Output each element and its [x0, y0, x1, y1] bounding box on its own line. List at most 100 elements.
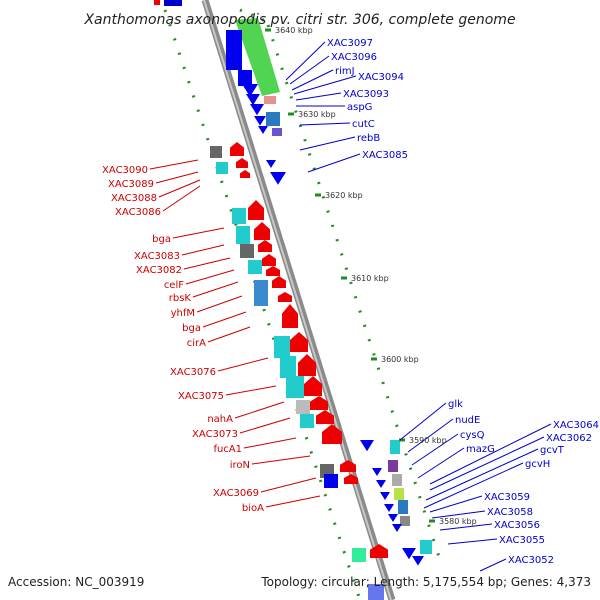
leader-line: [243, 437, 297, 449]
leader-line: [399, 402, 447, 441]
reverse-gene-label[interactable]: rbsK: [169, 293, 192, 304]
reverse-gene-label[interactable]: iroN: [230, 460, 250, 471]
forward-gene-arrow: [246, 94, 260, 106]
forward-gene-arrow: [372, 468, 382, 476]
reverse-gene-arrow: [272, 276, 286, 288]
reverse-gene-label[interactable]: XAC3075: [178, 391, 224, 402]
accession-text: Accession: NC_003919: [8, 575, 144, 589]
forward-gene-label[interactable]: mazG: [466, 444, 495, 455]
forward-gene-arrow: [266, 160, 276, 168]
forward-gene-label[interactable]: aspG: [347, 102, 372, 113]
forward-gene-label[interactable]: XAC3052: [508, 555, 554, 566]
reverse-gene-label[interactable]: XAC3090: [102, 165, 148, 176]
forward-gene-label[interactable]: XAC3064: [553, 420, 599, 431]
forward-gene-label[interactable]: gcvH: [525, 459, 550, 470]
forward-strand-genes: [226, 30, 432, 600]
forward-gene-label[interactable]: rimJ: [335, 66, 355, 77]
reverse-gene-label[interactable]: XAC3076: [170, 367, 216, 378]
reverse-gene-label[interactable]: bga: [152, 234, 171, 245]
leader-line: [234, 401, 285, 419]
forward-gene-label[interactable]: XAC3059: [484, 492, 530, 503]
reverse-gene-label[interactable]: bga: [182, 323, 201, 334]
forward-gene-label[interactable]: XAC3085: [362, 150, 408, 161]
reverse-gene-label[interactable]: XAC3089: [108, 179, 154, 190]
reverse-gene: [216, 162, 228, 174]
outer-dotted-ring-top: [239, 8, 269, 24]
reverse-gene: [274, 336, 290, 358]
forward-gene-label[interactable]: XAC3058: [487, 507, 533, 518]
reverse-gene-label[interactable]: XAC3073: [192, 429, 238, 440]
reverse-gene-arrow: [316, 410, 334, 424]
leader-line: [162, 185, 201, 212]
leader-line: [299, 122, 351, 126]
reverse-gene-label[interactable]: XAC3069: [213, 488, 259, 499]
tick-label: 3610 kbp: [351, 274, 389, 283]
forward-gene-label[interactable]: nudE: [455, 415, 480, 426]
coordinate-ticks: [265, 28, 435, 523]
forward-gene-label[interactable]: XAC3093: [343, 89, 389, 100]
reverse-label-leaders: [149, 159, 321, 508]
forward-gene-label[interactable]: glk: [448, 399, 463, 410]
reverse-gene-label[interactable]: celF: [164, 280, 184, 291]
reverse-gene-arrow: [322, 424, 342, 444]
forward-gene: [394, 488, 404, 500]
reverse-gene-arrow: [230, 142, 244, 156]
forward-gene: [226, 30, 242, 70]
leader-line: [289, 55, 330, 85]
forward-gene-label[interactable]: XAC3094: [358, 72, 404, 83]
forward-gene-arrow: [258, 126, 268, 134]
reverse-gene: [300, 414, 314, 428]
forward-gene-label[interactable]: gcvT: [540, 445, 565, 456]
reverse-gene: [232, 208, 246, 224]
reverse-gene-label[interactable]: XAC3083: [134, 251, 180, 262]
forward-gene-label[interactable]: XAC3096: [331, 52, 377, 63]
reverse-gene-label[interactable]: XAC3086: [115, 207, 161, 218]
reverse-gene-arrow: [282, 304, 298, 328]
forward-gene: [238, 70, 252, 86]
leader-line: [239, 417, 291, 434]
reverse-gene-label[interactable]: yhfM: [171, 308, 195, 319]
leader-line: [447, 538, 498, 545]
forward-gene-arrow: [392, 524, 402, 532]
reverse-gene-label[interactable]: XAC3088: [111, 193, 157, 204]
tick-label: 3620 kbp: [325, 191, 363, 200]
reverse-gene-label[interactable]: cirA: [187, 338, 206, 349]
reverse-gene-arrow: [370, 544, 388, 558]
forward-gene: [392, 474, 402, 486]
forward-gene: [400, 516, 410, 526]
forward-gene: [264, 96, 276, 104]
tick-label: 3630 kbp: [298, 110, 336, 119]
forward-gene-label[interactable]: XAC3055: [499, 535, 545, 546]
reverse-gene-label[interactable]: XAC3082: [136, 265, 182, 276]
reverse-gene-label[interactable]: nahA: [207, 414, 233, 425]
tick-label: 3580 kbp: [439, 517, 477, 526]
reverse-gene-arrow: [254, 222, 270, 240]
reverse-gene-labels: XAC3090 XAC3089 XAC3088 XAC3086 bga XAC3083 XA…: [102, 165, 264, 514]
reverse-gene: [248, 260, 262, 274]
forward-gene-label[interactable]: cysQ: [460, 430, 485, 441]
forward-gene: [266, 112, 280, 126]
tick-label: 3600 kbp: [381, 355, 419, 364]
reverse-gene: [324, 474, 338, 488]
leader-line: [411, 433, 459, 466]
forward-gene-arrow: [270, 172, 286, 185]
genome-summary-text: Topology: circular; Length: 5,175,554 bp…: [260, 575, 591, 589]
reverse-gene-arrow: [304, 376, 322, 396]
reverse-gene-label[interactable]: fucA1: [213, 444, 242, 455]
reverse-gene-arrow: [278, 292, 292, 302]
forward-gene-label[interactable]: XAC3097: [327, 38, 373, 49]
forward-gene-label[interactable]: XAC3062: [546, 433, 592, 444]
forward-gene-label[interactable]: rebB: [357, 133, 380, 144]
tick-label: 3590 kbp: [409, 436, 447, 445]
reverse-gene-arrow: [344, 474, 358, 484]
forward-gene: [398, 500, 408, 514]
leader-line: [181, 244, 225, 256]
leader-line: [291, 69, 334, 91]
leader-line: [149, 159, 199, 170]
forward-gene-label[interactable]: XAC3056: [494, 520, 540, 531]
top-edge-gene: [164, 0, 182, 6]
reverse-gene-label[interactable]: bioA: [242, 503, 264, 514]
forward-gene-label[interactable]: cutC: [352, 119, 375, 130]
